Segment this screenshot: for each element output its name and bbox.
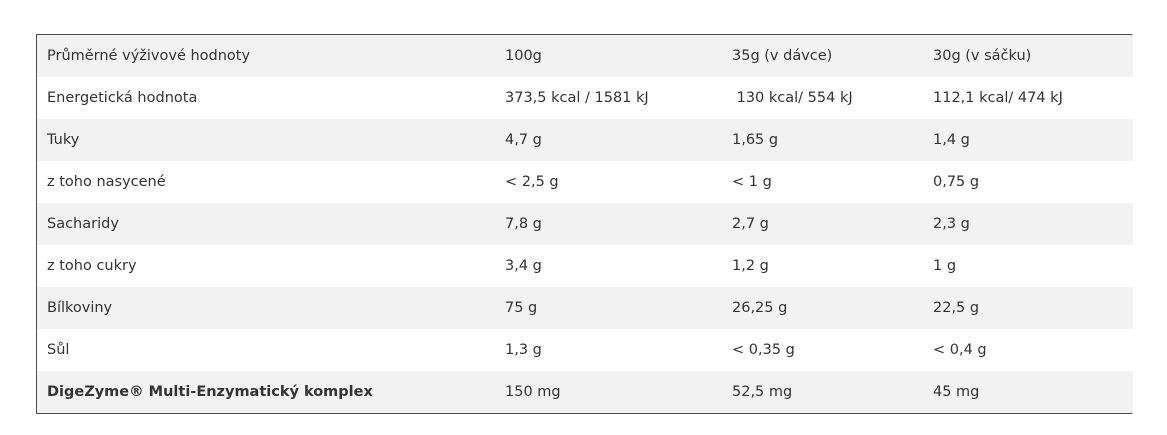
nutrition-table-grid: Průměrné výživové hodnoty 100g 35g (v dá… <box>37 35 1133 413</box>
table-row: Bílkoviny 75 g 26,25 g 22,5 g <box>37 287 1133 329</box>
cell-sachet: 0,75 g <box>923 161 1133 203</box>
table-row: Energetická hodnota 373,5 kcal / 1581 kJ… <box>37 77 1133 119</box>
table-header-row: Průměrné výživové hodnoty 100g 35g (v dá… <box>37 35 1133 77</box>
nutrition-table: Průměrné výživové hodnoty 100g 35g (v dá… <box>36 34 1133 414</box>
table-row: DigeZyme® Multi-Enzymatický komplex 150 … <box>37 371 1133 413</box>
cell-100g: 1,3 g <box>495 329 722 371</box>
table-row: z toho nasycené < 2,5 g < 1 g 0,75 g <box>37 161 1133 203</box>
row-label: Tuky <box>37 119 495 161</box>
cell-100g: 150 mg <box>495 371 722 413</box>
cell-sachet: 112,1 kcal/ 474 kJ <box>923 77 1133 119</box>
cell-sachet: < 0,4 g <box>923 329 1133 371</box>
cell-100g: 373,5 kcal / 1581 kJ <box>495 77 722 119</box>
row-label: Sacharidy <box>37 203 495 245</box>
cell-sachet: 45 mg <box>923 371 1133 413</box>
cell-sachet: 1,4 g <box>923 119 1133 161</box>
cell-serving: 52,5 mg <box>722 371 923 413</box>
cell-100g: < 2,5 g <box>495 161 722 203</box>
cell-100g: 4,7 g <box>495 119 722 161</box>
row-label: Bílkoviny <box>37 287 495 329</box>
cell-sachet: 22,5 g <box>923 287 1133 329</box>
row-label: DigeZyme® Multi-Enzymatický komplex <box>37 371 495 413</box>
header-cell-100g: 100g <box>495 35 722 77</box>
cell-sachet: 2,3 g <box>923 203 1133 245</box>
cell-serving: 1,65 g <box>722 119 923 161</box>
cell-100g: 7,8 g <box>495 203 722 245</box>
row-label: z toho cukry <box>37 245 495 287</box>
cell-sachet: 1 g <box>923 245 1133 287</box>
header-cell-sachet: 30g (v sáčku) <box>923 35 1133 77</box>
table-row: Sacharidy 7,8 g 2,7 g 2,3 g <box>37 203 1133 245</box>
cell-serving: 26,25 g <box>722 287 923 329</box>
cell-serving: < 0,35 g <box>722 329 923 371</box>
cell-serving: 130 kcal/ 554 kJ <box>722 77 923 119</box>
table-row: z toho cukry 3,4 g 1,2 g 1 g <box>37 245 1133 287</box>
header-cell-label: Průměrné výživové hodnoty <box>37 35 495 77</box>
table-row: Tuky 4,7 g 1,65 g 1,4 g <box>37 119 1133 161</box>
cell-serving: 2,7 g <box>722 203 923 245</box>
row-label: Sůl <box>37 329 495 371</box>
cell-100g: 3,4 g <box>495 245 722 287</box>
row-label: Energetická hodnota <box>37 77 495 119</box>
cell-serving: < 1 g <box>722 161 923 203</box>
cell-serving: 1,2 g <box>722 245 923 287</box>
cell-100g: 75 g <box>495 287 722 329</box>
row-label: z toho nasycené <box>37 161 495 203</box>
header-cell-serving: 35g (v dávce) <box>722 35 923 77</box>
table-row: Sůl 1,3 g < 0,35 g < 0,4 g <box>37 329 1133 371</box>
